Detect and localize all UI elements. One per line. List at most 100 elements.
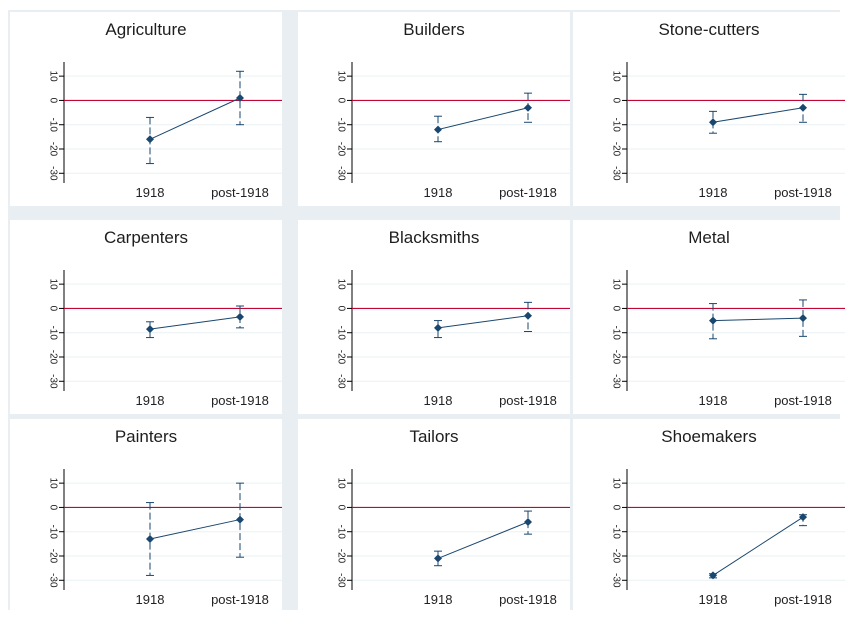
data-point [434,323,442,332]
y-tick-label: 10 [48,71,59,83]
y-tick-label: 0 [611,306,622,312]
y-tick-label: 10 [48,478,59,490]
panel-plot: 10 0 -10 -20 -30 1918 post-1918 [611,270,845,408]
x-category-label: 1918 [699,185,728,200]
y-tick-label: -10 [611,524,622,539]
series-line [149,97,241,140]
y-tick-label: 0 [611,505,622,511]
y-tick-label: 0 [336,505,347,511]
panel-plot: 10 0 -10 -20 -30 1918 post-1918 [48,62,282,200]
panel-title: Metal [688,228,730,247]
series-line [437,521,529,559]
panel-title: Blacksmiths [388,228,480,247]
y-tick-label: -10 [336,117,347,132]
y-tick-label: -10 [48,325,59,340]
data-point [434,125,442,134]
y-tick-label: 0 [336,306,347,312]
data-point [799,103,807,112]
data-point [146,135,154,144]
x-category-label: 1918 [136,393,165,408]
x-category-label: 1918 [699,393,728,408]
y-tick-label: 10 [336,71,347,83]
panel-tailors: Tailors 10 0 -10 -20 -30 1918 post-1918 [298,419,570,613]
y-tick-label: -30 [611,573,622,588]
x-category-label: post-1918 [774,393,832,408]
y-tick-label: -20 [336,142,347,157]
x-category-label: post-1918 [499,185,557,200]
series-line [437,315,529,329]
panel-builders: Builders 10 0 -10 -20 -30 1918 post-1918 [298,12,570,206]
y-tick-label: -10 [611,325,622,340]
y-tick-label: -30 [48,374,59,389]
data-point [709,118,717,127]
panel-plot: 10 0 -10 -20 -30 1918 post-1918 [611,469,845,607]
y-tick-label: -20 [611,350,622,365]
y-tick-label: -30 [336,166,347,181]
x-category-label: 1918 [424,185,453,200]
panel-stone-cutters: Stone-cutters 10 0 -10 -20 -30 1918 post-1918 [573,12,845,206]
series-line [149,316,241,330]
panel-title: Stone-cutters [658,20,760,39]
series-line [712,317,804,322]
y-tick-label: 10 [336,478,347,490]
x-category-label: post-1918 [211,185,269,200]
panel-painters: Painters 10 0 -10 -20 -30 1918 post-1918 [10,419,282,613]
y-tick-label: 0 [611,98,622,104]
series-line [712,107,804,123]
panel-agriculture: Agriculture 10 0 -10 -20 -30 1918 post-1918 [10,12,282,206]
x-category-label: post-1918 [499,592,557,607]
panel-title: Tailors [409,427,459,446]
data-point [799,513,807,522]
panel-title: Carpenters [103,228,189,247]
panel-shoemakers: Shoemakers 10 0 -10 -20 -30 1918 post-1918 [573,419,845,613]
y-tick-label: 0 [48,98,59,104]
y-tick-label: -20 [48,142,59,157]
data-point [146,325,154,334]
data-point [709,316,717,325]
panel-title: Painters [114,427,178,446]
y-tick-label: -20 [336,549,347,564]
y-tick-label: -10 [336,325,347,340]
y-tick-label: 10 [48,279,59,291]
y-tick-label: -10 [48,117,59,132]
panel-plot: 10 0 -10 -20 -30 1918 post-1918 [336,62,570,200]
y-tick-label: 10 [611,279,622,291]
y-tick-label: 10 [611,71,622,83]
y-tick-label: -20 [611,142,622,157]
x-category-label: 1918 [424,393,453,408]
data-point [236,312,244,321]
data-point [524,311,532,320]
panel-plot: 10 0 -10 -20 -30 1918 post-1918 [48,469,282,607]
panel-title: Shoemakers [661,427,757,446]
data-point [236,515,244,524]
y-tick-label: -30 [336,573,347,588]
x-category-label: post-1918 [774,185,832,200]
panel-grid: Agriculture 10 0 -10 -20 -30 1918 post-1918 Buil… [8,10,845,613]
panel-plot: 10 0 -10 -20 -30 1918 post-1918 [336,270,570,408]
panel-title: Agriculture [105,20,187,39]
panel-plot: 10 0 -10 -20 -30 1918 post-1918 [611,62,845,200]
series-line [437,107,529,131]
panel-title: Builders [403,20,465,39]
panel-metal: Metal 10 0 -10 -20 -30 1918 post-1918 [573,220,845,414]
y-tick-label: -20 [611,549,622,564]
panel-plot: 10 0 -10 -20 -30 1918 post-1918 [48,270,282,408]
y-tick-label: -10 [336,524,347,539]
y-tick-label: -30 [48,573,59,588]
data-point [236,94,244,102]
y-tick-label: -10 [611,117,622,132]
panel-plot: 10 0 -10 -20 -30 1918 post-1918 [336,469,570,607]
x-category-label: 1918 [424,592,453,607]
y-tick-label: -30 [48,166,59,181]
series-line [149,519,241,540]
y-tick-label: -20 [336,350,347,365]
y-tick-label: -30 [611,374,622,389]
panel-carpenters: Carpenters 10 0 -10 -20 -30 1918 post-1918 [10,220,282,414]
data-point [524,518,532,526]
data-point [709,571,717,580]
x-category-label: post-1918 [211,393,269,408]
y-tick-label: -20 [48,549,59,564]
data-point [799,314,807,323]
data-point [524,103,532,112]
